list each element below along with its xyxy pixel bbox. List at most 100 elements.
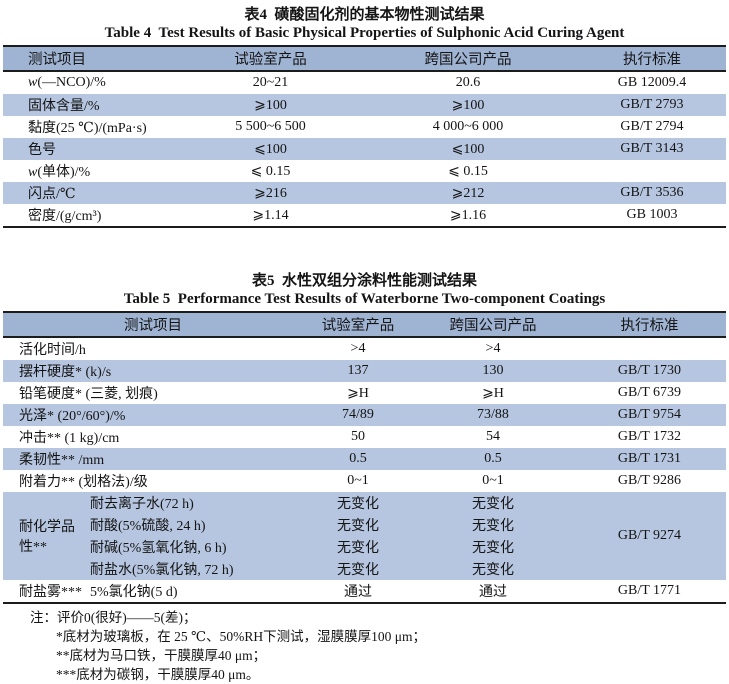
table4: 测试项目 试验室产品 跨国公司产品 执行标准 w(—NCO)/% 20~21 2…: [3, 45, 726, 228]
table5-col-header-lab-product: 试验室产品: [321, 318, 395, 334]
table5-row-gloss: 光泽* (20°/60°)/% 74/89 73/88 GB/T 9754: [3, 404, 726, 426]
table5-row-flexibility: 柔韧性** /mm 0.5 0.5 GB/T 1731: [3, 448, 726, 470]
table4-row-nco: w(—NCO)/% 20~21 20.6 GB 12009.4: [3, 71, 726, 94]
table4-row-flash-point: 闪点/℃ ⩾216 ⩾212 GB/T 3536: [3, 182, 726, 204]
cell-multi-value: 无变化: [413, 492, 573, 514]
cell-item: 活化时间/h: [19, 343, 86, 358]
cell-lab-value: >4: [350, 341, 366, 356]
table4-col-header-lab-product: 试验室产品: [234, 52, 307, 68]
table4-col-header-multinational-product: 跨国公司产品: [424, 52, 512, 68]
cell-multi-value: ⩽ 0.15: [448, 163, 488, 179]
cell-item: w(单体)/%: [3, 160, 183, 182]
table4-row-density: 密度/(g/cm³) ⩾1.14 ⩾1.16 GB 1003: [3, 204, 726, 227]
cell-lab-value: ⩾216: [183, 182, 358, 204]
cell-multi-value: 130: [413, 360, 573, 382]
cell-item: 附着力** (划格法)/级: [19, 475, 148, 490]
cell-lab-value: 50: [351, 429, 365, 444]
cell-lab-value: 通过: [344, 585, 372, 600]
table5-col-header-item: 测试项目: [124, 318, 182, 334]
table4-title-en: Table 4 Test Results of Basic Physical P…: [104, 25, 625, 41]
cell-multi-value: 4 000~6 000: [432, 119, 504, 134]
cell-multi-value: ⩾212: [358, 182, 578, 204]
cell-multi-value: ⩾H: [482, 385, 504, 401]
cell-multi-value: 通过: [479, 585, 507, 600]
table4-row-color-number: 色号 ⩽100 ⩽100 GB/T 3143: [3, 138, 726, 160]
cell-standard: GB/T 1732: [617, 429, 682, 444]
table5-title-cn: 表5 水性双组分涂料性能测试结果: [251, 273, 477, 289]
cell-lab-value: ⩽100: [183, 138, 358, 160]
cell-multi-value: 0.5: [413, 448, 573, 470]
cell-standard: GB/T 1730: [573, 360, 726, 382]
table5-row-chemical-resistance-salt-water: 耐盐水(5%氯化钠, 72 h) 无变化 无变化: [3, 558, 726, 580]
table5-row-chemical-resistance-alkali: 耐碱(5%氢氧化钠, 6 h) 无变化 无变化: [3, 536, 726, 558]
cell-condition: 耐去离子水(72 h): [88, 492, 303, 514]
cell-lab-value: 无变化: [303, 536, 413, 558]
table5-title-en: Table 5 Performance Test Results of Wate…: [123, 291, 606, 307]
cell-lab-value: 74/89: [303, 404, 413, 426]
cell-item: 耐盐雾***: [19, 585, 82, 600]
table4-title-cn: 表4 磺酸固化剂的基本物性测试结果: [244, 7, 485, 23]
table4-row-solid-content: 固体含量/% ⩾100 ⩾100 GB/T 2793: [3, 94, 726, 116]
cell-standard: GB 12009.4: [617, 75, 687, 90]
cell-item: 闪点/℃: [3, 182, 183, 204]
cell-item: 色号: [3, 138, 183, 160]
table5-row-activation-time: 活化时间/h >4 >4: [3, 337, 726, 360]
cell-multi-value: 73/88: [413, 404, 573, 426]
table5-row-impact: 冲击** (1 kg)/cm 50 54 GB/T 1732: [3, 426, 726, 448]
cell-lab-value: 0.5: [303, 448, 413, 470]
table4-col-header-standard: 执行标准: [623, 52, 681, 68]
cell-item: 光泽* (20°/60°)/%: [3, 404, 303, 426]
cell-multi-value: 54: [486, 429, 500, 444]
cell-standard: GB/T 2794: [620, 119, 684, 134]
table4-row-monomer: w(单体)/% ⩽ 0.15 ⩽ 0.15: [3, 160, 726, 182]
cell-standard: GB/T 9286: [617, 473, 682, 488]
cell-condition: 耐碱(5%氢氧化钠, 6 h): [88, 536, 303, 558]
table5-col-header-standard: 执行标准: [620, 318, 679, 334]
item-label: (—NCO)/%: [37, 75, 106, 90]
table4-block: 表4 磺酸固化剂的基本物性测试结果 Table 4 Test Results o…: [0, 6, 729, 228]
cell-multi-value: ⩾100: [358, 94, 578, 116]
cell-multi-value: 无变化: [413, 536, 573, 558]
cell-lab-value: ⩾1.14: [252, 207, 289, 223]
table5-row-chemical-resistance-acid: 耐酸(5%硫酸, 24 h) 无变化 无变化: [3, 514, 726, 536]
cell-group-label: 耐化学品性**: [3, 492, 88, 580]
item-italic-prefix: w: [28, 165, 38, 180]
cell-multi-value: 0~1: [482, 473, 504, 488]
cell-multi-value: ⩾1.16: [449, 207, 487, 223]
cell-lab-value: ⩽ 0.15: [250, 163, 291, 179]
cell-lab-value: ⩾100: [183, 94, 358, 116]
cell-standard: GB/T 9754: [573, 404, 726, 426]
cell-multi-value: 无变化: [413, 558, 573, 580]
cell-item: 铅笔硬度* (三菱, 划痕): [19, 387, 158, 402]
cell-lab-value: ⩾H: [347, 385, 369, 401]
cell-item: 密度/(g/cm³): [28, 209, 102, 224]
cell-multi-value: 无变化: [413, 514, 573, 536]
table5-row-pendulum-hardness: 摆杆硬度* (k)/s 137 130 GB/T 1730: [3, 360, 726, 382]
table4-col-header-item: 测试项目: [28, 52, 86, 68]
cell-lab-value: 无变化: [303, 492, 413, 514]
cell-condition: 5%氯化钠(5 d): [90, 585, 178, 600]
cell-condition: 耐盐水(5%氯化钠, 72 h): [88, 558, 303, 580]
cell-lab-value: 20~21: [252, 75, 289, 90]
cell-multi-value: >4: [485, 341, 501, 356]
footnotes: 注：评价0(很好)——5(差)； *底材为玻璃板，在 25 ℃、50%RH下测试…: [0, 608, 729, 684]
cell-standard: [578, 160, 726, 182]
table5-row-pencil-hardness: 铅笔硬度* (三菱, 划痕) ⩾H ⩾H GB/T 6739: [3, 382, 726, 404]
table5-row-adhesion: 附着力** (划格法)/级 0~1 0~1 GB/T 9286: [3, 470, 726, 492]
table5-block: 表5 水性双组分涂料性能测试结果 Table 5 Performance Tes…: [0, 272, 729, 604]
note-substrate-tinplate: **底材为马口铁，干膜膜厚40 μm；: [56, 648, 267, 663]
cell-standard: GB/T 2793: [578, 94, 726, 116]
table5-header-row: 测试项目 试验室产品 跨国公司产品 执行标准: [3, 312, 726, 337]
note-substrate-glass: *底材为玻璃板，在 25 ℃、50%RH下测试，湿膜膜厚100 μm；: [56, 629, 426, 644]
cell-lab-value: 0~1: [347, 473, 369, 488]
note-substrate-carbon-steel: ***底材为碳钢，干膜膜厚40 μm。: [56, 667, 260, 682]
cell-multi-value: ⩽100: [358, 138, 578, 160]
table5: 测试项目 试验室产品 跨国公司产品 执行标准 活化时间/h >4 >4 摆杆硬度…: [3, 311, 726, 604]
cell-item: 冲击** (1 kg)/cm: [19, 431, 120, 446]
cell-multi-value: 20.6: [455, 75, 481, 90]
cell-lab-value: 无变化: [303, 558, 413, 580]
cell-standard: GB/T 3536: [578, 182, 726, 204]
cell-item: 柔韧性** /mm: [3, 448, 303, 470]
cell-item: w(—NCO)/%: [3, 71, 183, 94]
cell-standard: GB/T 6739: [617, 385, 682, 400]
